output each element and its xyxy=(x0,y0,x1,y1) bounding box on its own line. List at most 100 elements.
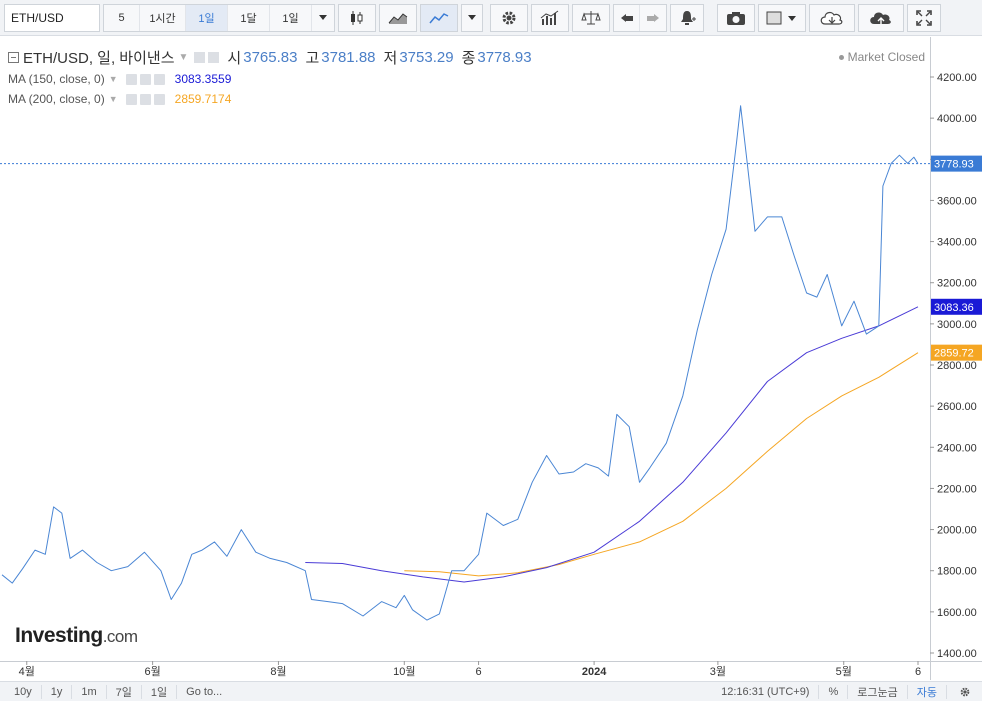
price-line xyxy=(1,105,919,621)
ma150-caret-icon[interactable]: ▼ xyxy=(108,74,118,84)
ma150-line xyxy=(305,306,919,583)
close-label: 종 xyxy=(461,49,476,67)
interval-1month[interactable]: 1달 xyxy=(228,4,270,31)
plot-area[interactable] xyxy=(0,37,930,661)
x-tick-label: 2024 xyxy=(582,666,607,678)
candlestick-icon[interactable] xyxy=(338,3,376,32)
ma200-visibility-icon[interactable] xyxy=(125,93,137,105)
legend-caret-icon[interactable]: ▼ xyxy=(178,51,189,63)
compare-scale-icon[interactable] xyxy=(572,3,610,32)
interval-caret-icon[interactable] xyxy=(312,4,334,31)
symbol-input[interactable]: ETH/USD xyxy=(4,3,100,32)
legend-collapse-icon[interactable] xyxy=(8,51,19,63)
ma150-settings-icon[interactable] xyxy=(139,73,151,85)
ma200-legend-label: MA (200, close, 0) xyxy=(8,92,105,106)
price-chart[interactable]: 1400.00 1600.00 1800.00 2000.00 2200.00 2400.… xyxy=(0,37,982,681)
y-tick-label: 3000.00 xyxy=(937,319,977,331)
undo-icon[interactable] xyxy=(614,4,640,31)
settings-gear-icon[interactable] xyxy=(490,3,528,32)
open-value: 3765.83 xyxy=(243,48,298,66)
line-chart-icon[interactable] xyxy=(420,3,458,32)
interval-group: 5 1시간 1일 1달 1일 xyxy=(103,3,335,32)
legend-title: ETH/USD, 일, 바이낸스 xyxy=(23,49,175,67)
legend-settings-icon[interactable] xyxy=(208,51,220,63)
ma150-visibility-icon[interactable] xyxy=(125,73,137,85)
ma200-caret-icon[interactable]: ▼ xyxy=(108,94,118,104)
y-tick-label: 2600.00 xyxy=(937,401,977,413)
last-price-badge-label: 3778.93 xyxy=(934,159,974,171)
range-7d[interactable]: 7일 xyxy=(107,684,142,699)
y-tick-label: 2000.00 xyxy=(937,525,977,537)
cloud-upload-icon[interactable] xyxy=(858,3,904,32)
toolbar: ETH/USD 5 1시간 1일 1달 1일 xyxy=(0,0,982,36)
y-tick-label: 1600.00 xyxy=(937,607,977,619)
range-10y[interactable]: 10y xyxy=(0,684,42,699)
redo-icon[interactable] xyxy=(640,4,666,31)
y-tick-label: 4000.00 xyxy=(937,113,977,125)
range-1m[interactable]: 1m xyxy=(72,684,107,699)
high-label: 고 xyxy=(305,49,320,67)
ma150-legend-value: 3083.3559 xyxy=(174,72,232,86)
area-chart-icon[interactable] xyxy=(379,3,417,32)
x-tick-label: 8월 xyxy=(270,665,286,678)
ma200-badge-label: 2859.72 xyxy=(934,348,974,360)
y-tick-label: 3400.00 xyxy=(937,237,977,249)
close-value: 3778.93 xyxy=(477,48,532,66)
investing-logo: Investing.com xyxy=(15,624,138,648)
x-tick-label: 4월 xyxy=(19,665,35,678)
ma200-badge xyxy=(931,344,982,361)
range-1y[interactable]: 1y xyxy=(42,684,73,699)
logo-suffix: .com xyxy=(102,627,138,646)
ma200-legend-value: 2859.7174 xyxy=(174,92,232,106)
ma150-badge xyxy=(931,298,982,315)
ma200-remove-icon[interactable] xyxy=(153,93,165,105)
cloud-download-icon[interactable] xyxy=(809,3,855,32)
auto-scale-toggle[interactable]: 자동 xyxy=(906,685,946,699)
y-tick-label: 2400.00 xyxy=(937,442,977,454)
range-1d[interactable]: 1일 xyxy=(142,684,178,699)
last-price-badge xyxy=(931,155,982,172)
x-tick-label: 3월 xyxy=(710,665,726,678)
chart-legend: ETH/USD, 일, 바이낸스 ▼ 시 3765.83 고 3781.88 저 37… xyxy=(8,48,532,109)
y-tick-label: 2800.00 xyxy=(937,360,977,372)
interval-5[interactable]: 5 xyxy=(104,4,140,31)
log-scale-toggle[interactable]: 로그눈금 xyxy=(847,685,906,699)
goto-button[interactable]: Go to... xyxy=(186,685,223,698)
x-tick-label: 6월 xyxy=(144,665,160,678)
low-label: 저 xyxy=(383,49,398,67)
ma200-line xyxy=(404,352,919,577)
x-tick-label: 10월 xyxy=(393,665,415,678)
x-tick-label: 6 xyxy=(915,666,921,678)
bottom-bar: 10y 1y 1m 7일 1일 Go to... 12:16:31 (UTC+9… xyxy=(0,681,982,701)
camera-icon[interactable] xyxy=(717,3,755,32)
y-tick-label: 1400.00 xyxy=(937,648,977,660)
legend-visibility-icon[interactable] xyxy=(194,51,206,63)
y-tick-label: 1800.00 xyxy=(937,566,977,578)
low-value: 3753.29 xyxy=(399,48,454,66)
alert-icon[interactable] xyxy=(670,3,704,32)
x-tick-label: 5월 xyxy=(836,665,852,678)
bottom-bar-right: 12:16:31 (UTC+9) % 로그눈금 자동 xyxy=(712,682,982,701)
market-status-text: Market Closed xyxy=(847,50,925,64)
fullscreen-icon[interactable] xyxy=(907,3,941,32)
bottom-settings-gear-icon[interactable] xyxy=(946,685,982,699)
x-tick-label: 6 xyxy=(476,666,482,678)
ma200-settings-icon[interactable] xyxy=(139,93,151,105)
y-tick-label: 3200.00 xyxy=(937,278,977,290)
open-label: 시 xyxy=(227,49,242,67)
clock-display: 12:16:31 (UTC+9) xyxy=(721,686,810,698)
y-tick-label: 3600.00 xyxy=(937,195,977,207)
y-tick-label: 2200.00 xyxy=(937,483,977,495)
ma150-remove-icon[interactable] xyxy=(153,73,165,85)
status-dot-icon xyxy=(838,55,844,61)
color-box-icon[interactable] xyxy=(758,3,806,32)
y-tick-label: 4200.00 xyxy=(937,72,977,84)
bar-indicators-icon[interactable] xyxy=(531,3,569,32)
interval-1day[interactable]: 1일 xyxy=(186,4,228,31)
logo-main: Investing xyxy=(15,624,103,647)
ma150-badge-label: 3083.36 xyxy=(934,302,974,314)
interval-1hour[interactable]: 1시간 xyxy=(140,4,186,31)
chart-type-caret-icon[interactable] xyxy=(461,3,483,32)
percent-toggle[interactable]: % xyxy=(818,685,847,699)
interval-more[interactable]: 1일 xyxy=(270,4,312,31)
